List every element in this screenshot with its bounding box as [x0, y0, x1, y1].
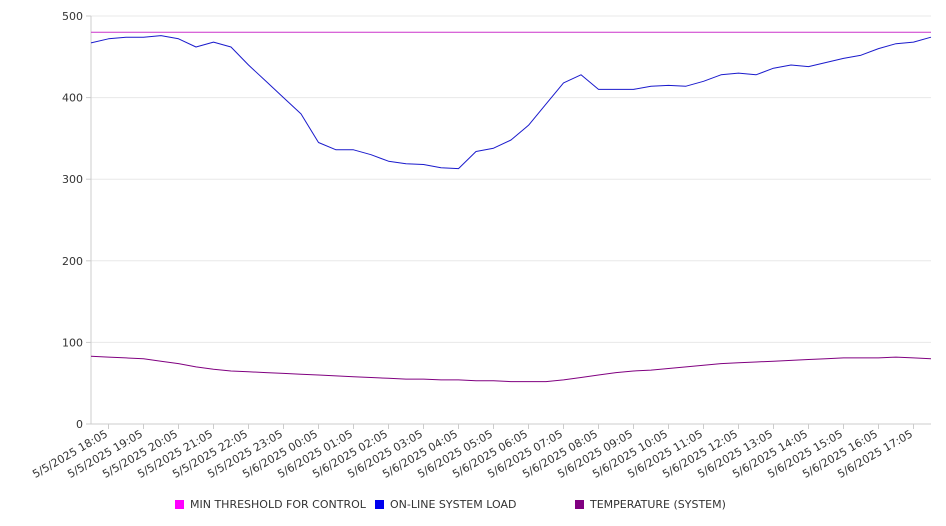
y-tick-label: 100: [62, 336, 83, 349]
y-tick-label: 500: [62, 10, 83, 23]
y-tick-label: 300: [62, 173, 83, 186]
legend: MIN THRESHOLD FOR CONTROL ON-LINE SYSTEM…: [0, 498, 946, 514]
legend-item-system-load[interactable]: ON-LINE SYSTEM LOAD: [375, 498, 516, 511]
legend-swatch-blue: [375, 500, 384, 509]
legend-item-temperature[interactable]: TEMPERATURE (SYSTEM): [575, 498, 726, 511]
y-tick-labels: 0 100 200 300 400 500: [62, 10, 83, 431]
grid-lines: [86, 15, 931, 429]
series-line-on-line-system-load: [90, 35, 932, 170]
series-line-temperature-system: [90, 355, 932, 383]
series-lines: [90, 31, 932, 383]
axes: [90, 16, 931, 425]
y-tick-label: 400: [62, 92, 83, 105]
legend-swatch-magenta: [175, 500, 184, 509]
legend-item-min-threshold[interactable]: MIN THRESHOLD FOR CONTROL: [175, 498, 366, 511]
legend-swatch-purple: [575, 500, 584, 509]
y-tick-label: 200: [62, 255, 83, 268]
x-tick-labels: 5/5/2025 18:055/5/2025 19:055/5/2025 20:…: [30, 427, 915, 481]
legend-label: TEMPERATURE (SYSTEM): [590, 498, 726, 511]
y-tick-label: 0: [76, 418, 83, 431]
legend-label: ON-LINE SYSTEM LOAD: [390, 498, 517, 511]
legend-label: MIN THRESHOLD FOR CONTROL: [190, 498, 366, 511]
